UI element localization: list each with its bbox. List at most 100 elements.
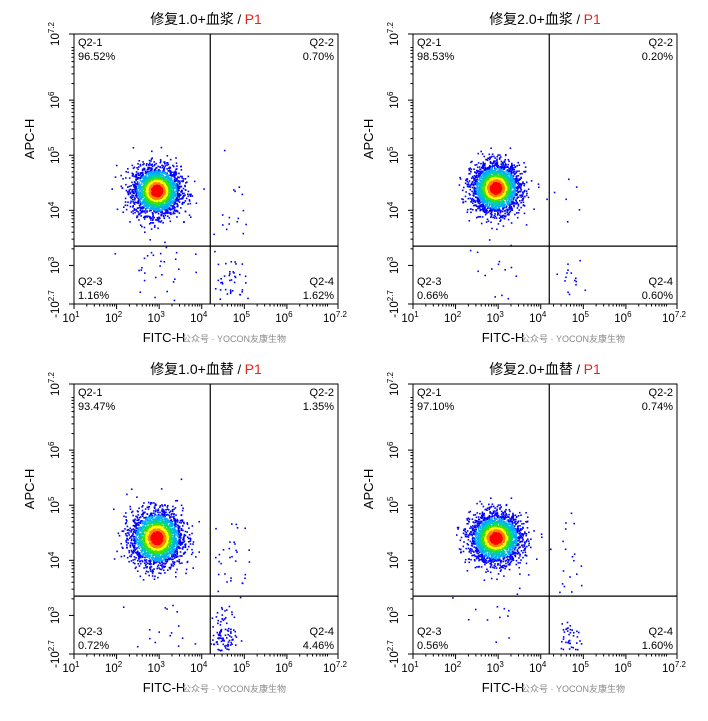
x-tick-label: 107.2	[323, 310, 347, 325]
event-dot	[497, 212, 499, 214]
event-dot	[176, 162, 178, 164]
event-dot	[488, 220, 490, 222]
event-dot	[528, 188, 530, 190]
event-dot	[179, 183, 181, 185]
y-axis-label: APC-H	[22, 119, 37, 159]
event-dot	[224, 275, 226, 277]
event-dot	[150, 219, 152, 221]
event-dot	[116, 165, 118, 167]
event-dot	[177, 204, 179, 206]
x-tick-base: 10	[323, 313, 336, 325]
event-dot	[158, 217, 160, 219]
event-dot	[187, 193, 189, 195]
event-dot	[175, 157, 177, 159]
event-dot	[479, 203, 481, 205]
event-dot	[168, 167, 170, 169]
event-dot	[139, 160, 141, 162]
quadrant-name: Q2-1	[78, 37, 102, 49]
event-dot	[505, 159, 507, 161]
event-dot	[170, 221, 172, 223]
event-dot	[566, 272, 568, 274]
event-dot	[165, 215, 167, 217]
event-dot	[476, 217, 478, 219]
event-dot	[162, 175, 164, 177]
event-dot	[151, 252, 153, 254]
x-tick-label: 101	[62, 310, 80, 325]
event-dot	[120, 175, 122, 177]
event-dot	[502, 162, 504, 164]
event-dot	[468, 198, 470, 200]
y-tick-base: 10	[50, 206, 62, 219]
event-dot	[177, 176, 179, 178]
event-dot	[501, 215, 503, 217]
event-dot	[136, 187, 138, 189]
event-dot	[511, 267, 513, 269]
y-tick-base: 10	[50, 96, 62, 109]
event-dot	[141, 210, 143, 212]
event-dot	[517, 191, 519, 193]
event-dot	[227, 293, 229, 295]
event-dot	[470, 189, 472, 191]
event-dot	[130, 189, 132, 191]
event-dot	[183, 178, 185, 180]
event-dot	[473, 168, 475, 170]
event-dot	[470, 198, 472, 200]
event-dot	[188, 191, 190, 193]
event-dot	[159, 265, 161, 267]
event-dot	[169, 217, 171, 219]
event-dot	[150, 210, 152, 212]
event-dot	[164, 242, 166, 244]
event-dot	[129, 221, 131, 223]
event-dot	[172, 205, 174, 207]
event-dot	[569, 294, 571, 296]
event-dot	[473, 188, 475, 190]
event-dot	[129, 186, 131, 188]
event-dot	[168, 207, 170, 209]
event-dot	[477, 271, 479, 273]
event-dot	[130, 201, 132, 203]
event-dot	[518, 170, 520, 172]
event-dot	[476, 173, 478, 175]
event-dot	[508, 219, 510, 221]
event-dot	[153, 255, 155, 257]
y-tick-exponent: 4	[47, 201, 56, 206]
event-dot	[491, 228, 493, 230]
event-dot	[468, 184, 470, 186]
event-dot	[505, 204, 507, 206]
event-dot	[180, 207, 182, 209]
event-dot	[493, 156, 495, 158]
event-dot	[214, 251, 216, 253]
event-dot	[180, 191, 182, 193]
event-dot	[183, 193, 185, 195]
event-dot	[243, 233, 245, 235]
event-dot	[174, 177, 176, 179]
event-dot	[178, 173, 180, 175]
y-tick-exponent: 6	[47, 91, 56, 96]
event-dot	[522, 198, 524, 200]
event-dot	[546, 199, 548, 201]
event-dot	[132, 205, 134, 207]
event-dot	[469, 220, 471, 222]
y-tick-label: 104	[47, 201, 62, 219]
event-dot	[511, 222, 513, 224]
event-dot	[234, 276, 236, 278]
event-dot	[518, 204, 520, 206]
event-dot	[579, 260, 581, 262]
event-dot	[177, 193, 179, 195]
event-dot	[481, 209, 483, 211]
event-dot	[142, 170, 144, 172]
event-dot	[135, 179, 137, 181]
event-dot	[140, 203, 142, 205]
event-dot	[146, 165, 148, 167]
event-dot	[517, 162, 519, 164]
y-tick-base: 10	[50, 261, 62, 274]
event-dot	[192, 195, 194, 197]
plot-title-sample: 修复2.0+血浆	[489, 11, 573, 27]
event-dot	[480, 169, 482, 171]
event-dot	[166, 168, 168, 170]
event-dot	[496, 160, 498, 162]
event-dot	[522, 181, 524, 183]
event-dot	[488, 203, 490, 205]
event-dot	[178, 269, 180, 271]
event-dot	[520, 185, 522, 187]
